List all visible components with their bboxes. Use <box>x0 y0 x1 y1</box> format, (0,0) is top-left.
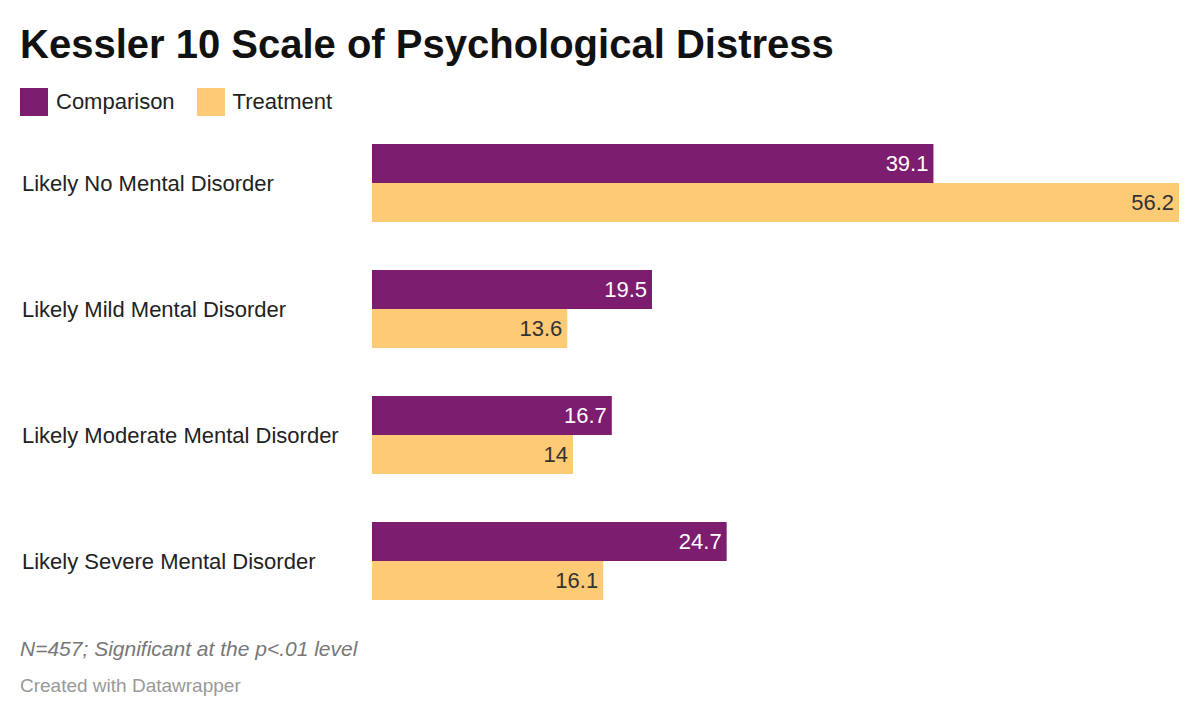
html-text:Comparison: Comparison <box>56 89 175 114</box>
svg-text:16.1: 16.1 <box>555 568 598 593</box>
svg-text:Likely Moderate Mental Disorde: Likely Moderate Mental Disorder <box>22 423 339 448</box>
svg-text:Likely Mild Mental Disorder: Likely Mild Mental Disorder <box>22 297 286 322</box>
svg-text:39.1: 39.1 <box>886 151 929 176</box>
svg-text:14: 14 <box>544 442 568 467</box>
svg-text:Likely Severe Mental Disorder: Likely Severe Mental Disorder <box>22 549 315 574</box>
svg-text:Likely No Mental Disorder: Likely No Mental Disorder <box>22 171 274 196</box>
svg-text:24.7: 24.7 <box>679 529 722 554</box>
html-text:N=457; Significant at the p<.0: N=457; Significant at the p<.01 level <box>20 637 358 660</box>
svg-text:19.5: 19.5 <box>604 277 647 302</box>
html-text:Created with Datawrapper: Created with Datawrapper <box>20 675 241 696</box>
html-text:Kessler 10 Scale of Psychologi: Kessler 10 Scale of Psychological Distre… <box>20 22 834 66</box>
svg-text:56.2: 56.2 <box>1131 190 1174 215</box>
html-text:Treatment: Treatment <box>232 89 333 114</box>
svg-text:13.6: 13.6 <box>519 316 562 341</box>
svg-text:16.7: 16.7 <box>564 403 607 428</box>
